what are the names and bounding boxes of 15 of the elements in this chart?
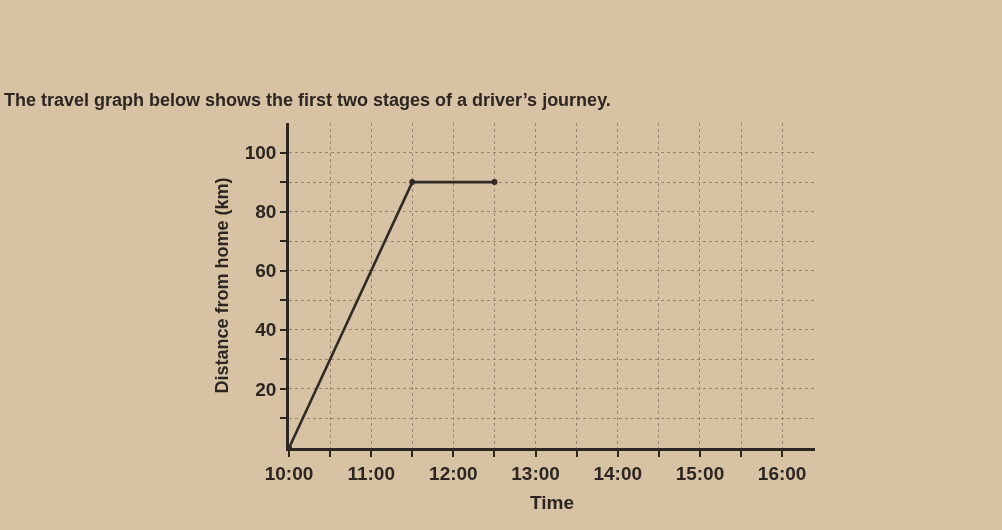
x-tick-label: 12:00 bbox=[429, 462, 478, 484]
x-tick-label: 11:00 bbox=[347, 462, 395, 484]
y-tick-label: 40 bbox=[255, 319, 277, 341]
x-axis-title: Time bbox=[529, 492, 575, 514]
x-tick-label: 13:00 bbox=[511, 462, 560, 484]
y-tick-label: 20 bbox=[255, 378, 277, 400]
y-tick-label: 60 bbox=[255, 260, 277, 282]
x-tick-label: 16:00 bbox=[757, 462, 807, 484]
x-tick-label: 15:00 bbox=[675, 462, 725, 484]
x-tick-label: 10:00 bbox=[264, 462, 314, 484]
y-tick-label: 80 bbox=[255, 201, 277, 223]
chart-title: The travel graph below shows the first two stages of a driver’s journey. bbox=[4, 90, 611, 111]
y-axis-title: Distance from home (km) bbox=[211, 177, 232, 394]
y-tick-label: 100 bbox=[244, 142, 277, 164]
x-tick-label: 14:00 bbox=[593, 462, 643, 484]
